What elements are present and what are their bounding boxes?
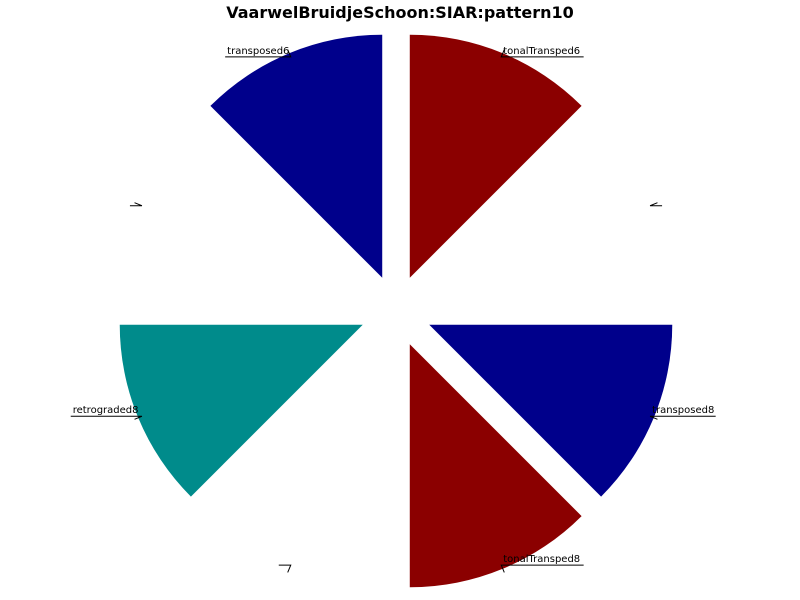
label-leader-line [278,564,292,573]
pie-slice [429,324,673,497]
label-leader-line [129,202,143,207]
slice-label: tonalTransped8 [503,554,580,565]
pie-slice [210,34,383,278]
label-leader-line [649,202,663,207]
label-leader-line [649,415,716,420]
chart-title: VaarwelBruidjeSchoon:SIAR:pattern10 [226,3,574,22]
label-leader-line [500,564,584,573]
slice-label: retrograded8 [73,405,139,416]
label-leader-line [70,415,143,420]
slice-label: tonalTransped6 [503,46,580,57]
label-leader-line [225,49,292,58]
pie-slices [119,34,673,588]
pie-labels: tonalTransped6 transposed6 retrograded8 ton… [70,46,716,573]
slice-label: transposed8 [652,405,714,416]
pie-slice [409,34,582,278]
label-leader-line [500,49,584,58]
pie-slice [409,344,582,588]
pie-slice [119,324,363,497]
slice-label: transposed6 [227,46,289,57]
